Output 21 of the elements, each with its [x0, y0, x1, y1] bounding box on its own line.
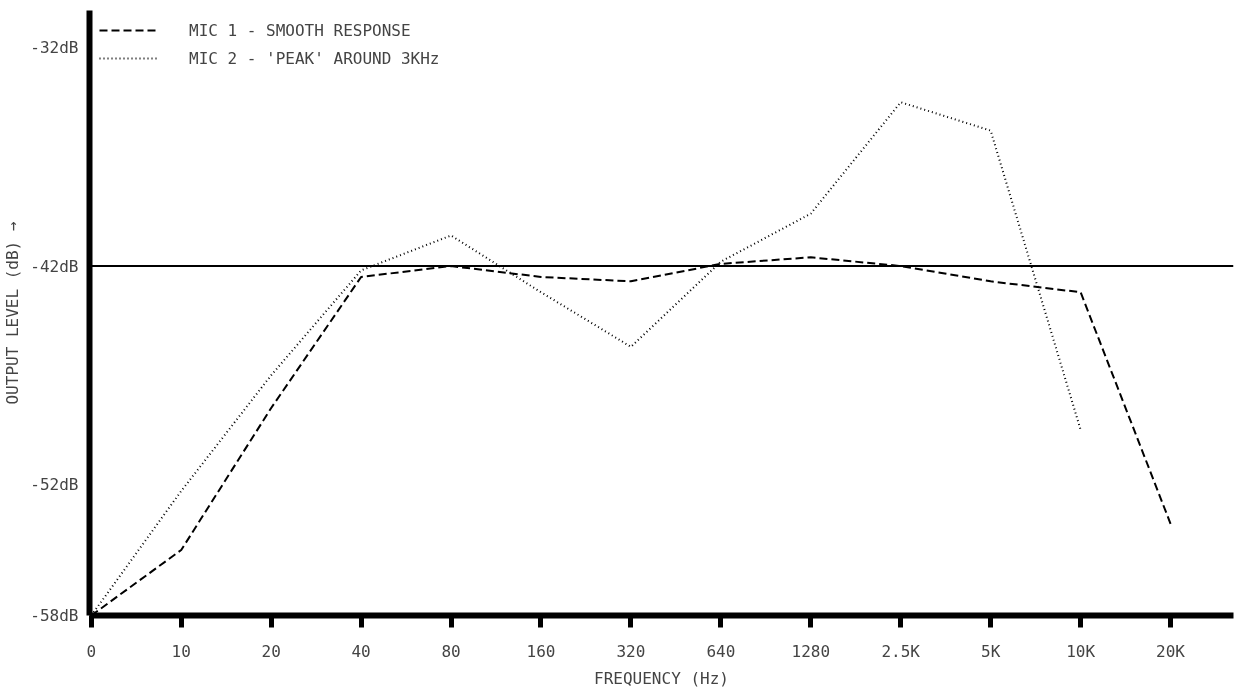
x-tick-label: 40 [351, 641, 371, 661]
y-tick-label: -42dB [30, 256, 79, 276]
y-axis-title: OUTPUT LEVEL (dB) → [3, 221, 23, 405]
x-tick-label: 20K [1156, 641, 1186, 661]
x-tick-label: 10 [171, 641, 191, 661]
y-tick-label: -58dB [30, 606, 79, 625]
legend-label: MIC 2 - 'PEAK' AROUND 3KHz [189, 48, 440, 68]
x-tick-label: 10K [1066, 641, 1096, 661]
y-tick-label: -32dB [30, 38, 79, 58]
x-tick-label: 640 [706, 641, 736, 661]
x-tick-label: 1280 [791, 641, 831, 661]
x-axis-title: FREQUENCY (Hz) [594, 668, 729, 688]
x-tick-label: 2.5K [881, 641, 921, 661]
y-tick-label: -52dB [30, 474, 79, 494]
x-tick-label: 0 [86, 641, 97, 661]
legend-label: MIC 1 - SMOOTH RESPONSE [189, 20, 411, 40]
x-tick-label: 5K [981, 641, 1001, 661]
x-tick-label: 80 [441, 641, 461, 661]
x-tick-label: 20 [261, 641, 281, 661]
x-tick-label: 320 [616, 641, 646, 661]
x-tick-label: 160 [526, 641, 556, 661]
